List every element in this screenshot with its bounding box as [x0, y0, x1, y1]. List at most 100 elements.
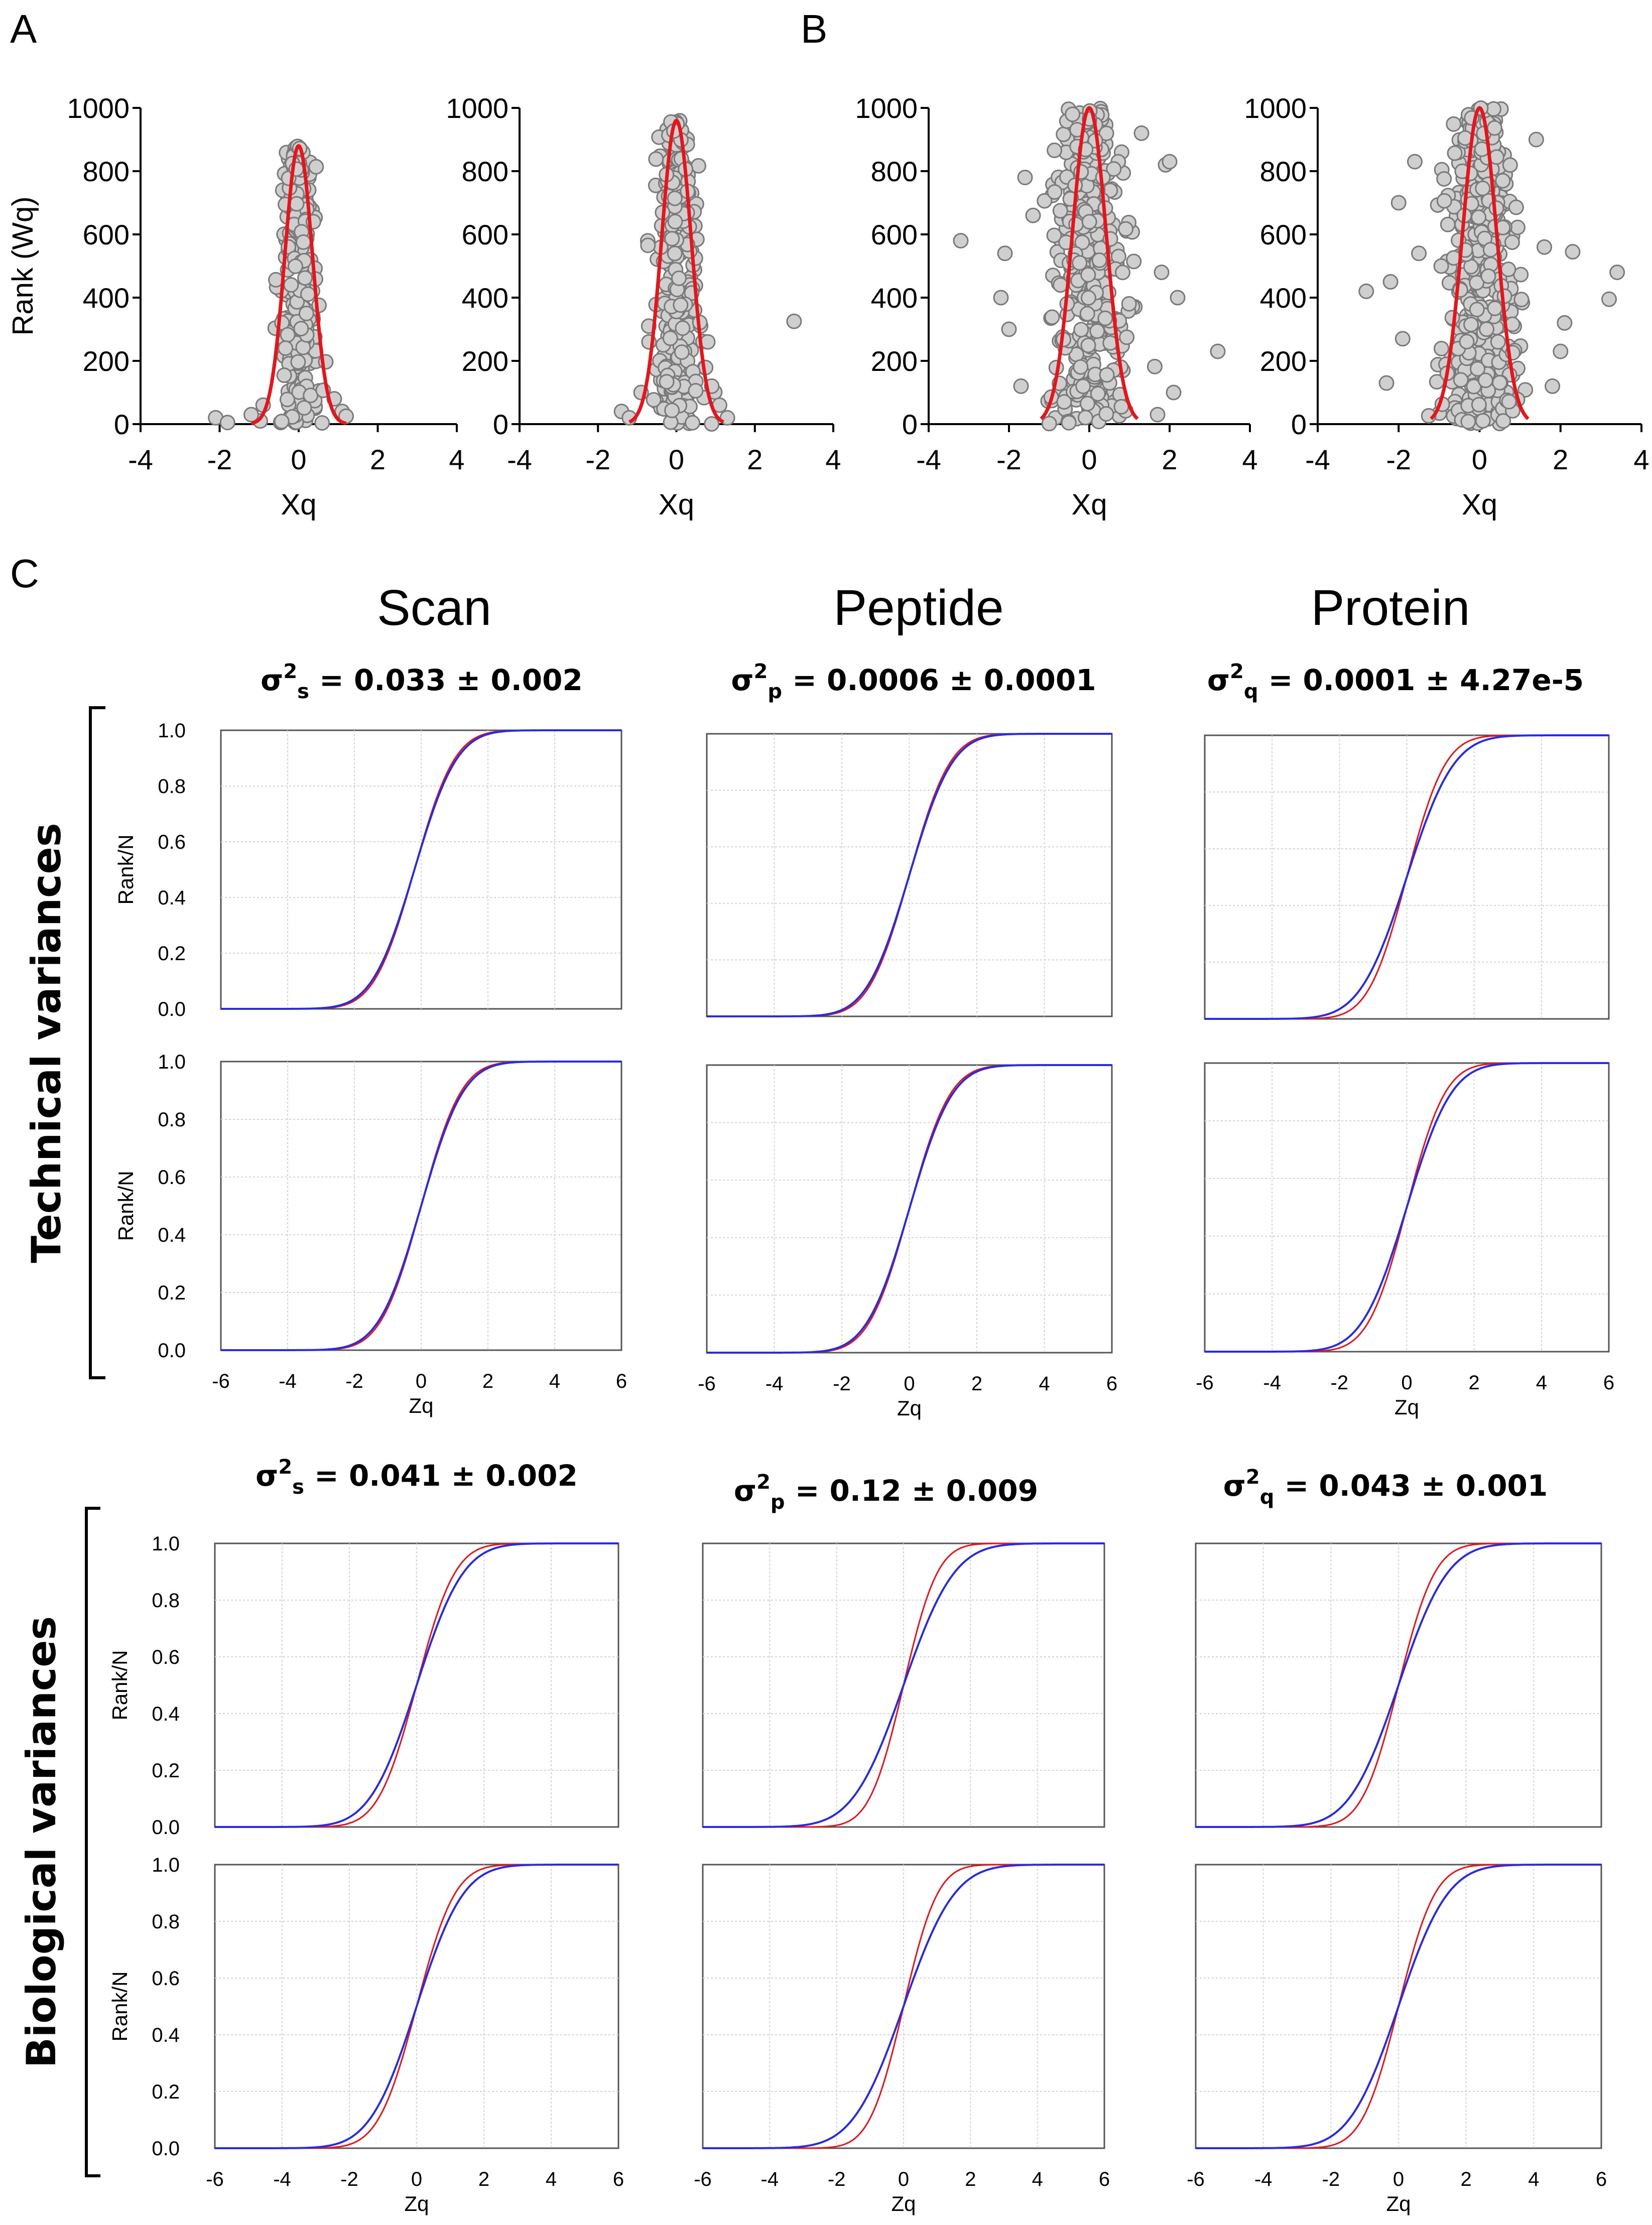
data-point [1098, 125, 1114, 142]
data-point [1072, 255, 1088, 271]
chart-tech-scan-1: 0.0 0.2 0.4 0.6 0.8 1.0 Rank/N [114, 720, 622, 1020]
data-point [308, 159, 324, 175]
y-tick-label: 800 [83, 156, 130, 187]
y-tick-label: 400 [462, 282, 509, 314]
outlier-point [719, 410, 735, 426]
variance-label-tech-scan: σ2s = 0.033 ± 0.002 [261, 660, 583, 703]
data-point [1440, 216, 1456, 232]
outlier-point [1601, 291, 1617, 307]
data-point [1081, 214, 1097, 230]
y-axis-title: Rank/N [114, 1170, 138, 1241]
x-tick-label: 0 [669, 444, 684, 475]
x-tick-label: -4 [273, 2168, 291, 2190]
outlier-point [1358, 283, 1374, 299]
observed-cdf-line [703, 1542, 1104, 1828]
chart-bio-protein-2: -6 -4 -2 0 2 4 6 Zq [1187, 1864, 1607, 2215]
x-axis-title: Zq [1394, 1395, 1419, 1419]
outlier-point [1170, 290, 1186, 306]
data-point [1074, 234, 1090, 250]
chart-bio-scan-2: 0.0 0.2 0.4 0.6 0.8 1.0 Rank/N -6 -4 -2 0 2 4 6 Zq [108, 1854, 624, 2215]
x-tick-label: 2 [1461, 2168, 1472, 2190]
x-tick-label: -2 [828, 2168, 846, 2190]
x-tick-label: -2 [585, 444, 610, 475]
y-tick-label: 0.4 [158, 887, 186, 909]
observed-cdf-line [707, 733, 1112, 1017]
outlier-point [1017, 170, 1033, 186]
data-point [311, 297, 327, 313]
y-tick-label: 0.8 [152, 1590, 180, 1612]
x-tick-label: 4 [1032, 2168, 1043, 2190]
data-point [1080, 267, 1096, 283]
x-tick-label: 0 [1393, 2168, 1404, 2190]
data-point [1475, 413, 1491, 429]
y-axis-title: Rank (Wq) [7, 196, 39, 335]
x-tick-label: -6 [694, 2168, 712, 2190]
chart-bio-peptide-1 [702, 1542, 1105, 1828]
outlier-point [1154, 265, 1170, 281]
data-point [1090, 386, 1106, 402]
data-point [293, 321, 309, 337]
y-tick-label: 800 [871, 156, 918, 187]
data-point [1079, 306, 1095, 322]
x-tick-label: -2 [1322, 2168, 1340, 2190]
column-header-scan: Scan [377, 580, 491, 636]
outlier-point [1553, 343, 1569, 359]
x-tick-label: -2 [1386, 444, 1411, 475]
sigma-symbol: σ [731, 663, 753, 697]
x-tick-label: -4 [1305, 444, 1330, 475]
outlier-point [1537, 239, 1552, 255]
y-tick-label: 0.8 [158, 775, 186, 798]
y-tick-label: 400 [83, 282, 130, 314]
data-point [673, 297, 689, 313]
data-point [1485, 101, 1501, 117]
observed-cdf-line [703, 1864, 1104, 2149]
data-point [664, 231, 680, 247]
data-point [1490, 334, 1506, 350]
group-label-technical: Technical variances [23, 823, 70, 1263]
y-tick-label: 200 [83, 345, 130, 377]
chart-bio-peptide-2: -6 -4 -2 0 2 4 6 Zq [694, 1864, 1110, 2215]
data-point [685, 415, 701, 431]
outlier-point [1210, 343, 1226, 359]
y-tick-label: 600 [871, 219, 918, 250]
x-tick-label: -4 [128, 444, 153, 475]
x-axis-title: Zq [897, 1396, 922, 1420]
data-point [1065, 106, 1081, 122]
data-point [1446, 116, 1462, 132]
data-point [1502, 157, 1518, 173]
y-tick-label: 0.2 [152, 2081, 180, 2103]
y-tick-label: 1.0 [158, 1051, 186, 1073]
x-tick-label: -4 [766, 1373, 784, 1395]
x-tick-label: 4 [825, 444, 841, 475]
data-point [1460, 414, 1476, 430]
x-tick-label: 0 [411, 2168, 422, 2190]
data-point [675, 320, 691, 336]
data-point [1091, 252, 1107, 269]
sigma-symbol: σ [734, 1474, 756, 1508]
data-point [297, 270, 313, 286]
y-tick-label: 1000 [855, 92, 918, 124]
y-tick-label: 0.6 [158, 831, 186, 853]
sigma-symbol: σ [256, 1459, 278, 1493]
y-tick-label: 800 [1260, 156, 1307, 187]
data-point [1126, 253, 1142, 270]
outlier-point [993, 290, 1009, 306]
y-tick-label: 1.0 [152, 1854, 180, 1876]
y-tick-label: 0.8 [152, 1911, 180, 1933]
data-point [1079, 396, 1095, 412]
data-point [1487, 300, 1503, 316]
chart-tech-peptide-1 [706, 733, 1113, 1017]
data-point [674, 344, 690, 360]
outlier-point [1001, 321, 1017, 337]
data-point [1469, 302, 1485, 318]
data-point [662, 330, 678, 346]
x-tick-label: 2 [370, 444, 386, 475]
y-tick-label: 0.0 [152, 1816, 180, 1839]
y-tick-label: 800 [462, 156, 509, 187]
x-tick-label: -2 [833, 1373, 851, 1395]
outlier-point [1528, 132, 1544, 148]
panel-letter-c: C [10, 551, 39, 596]
column-header-peptide: Peptide [833, 580, 1003, 636]
y-tick-label: 0.2 [158, 1282, 186, 1304]
sigma-sub: p [768, 680, 782, 703]
